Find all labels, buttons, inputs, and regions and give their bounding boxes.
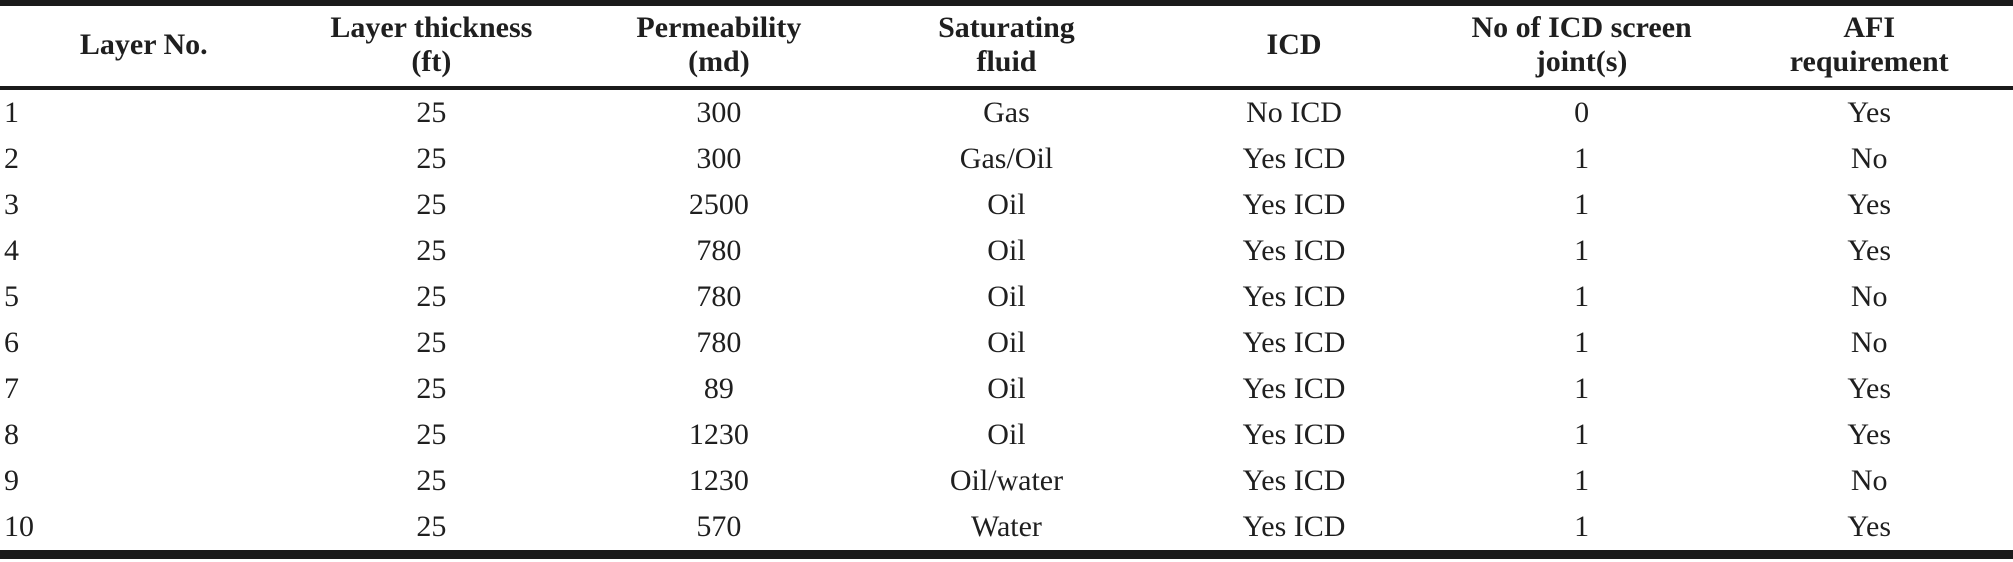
cell-icd: Yes ICD [1242, 142, 1346, 175]
cell-joints: 1 [1574, 464, 1590, 497]
col-header-permeability: Permeability (md) [575, 3, 863, 90]
cell-afi: Yes [1847, 510, 1892, 543]
cell-permeability: 780 [696, 280, 742, 313]
cell-icd: Yes ICD [1242, 188, 1346, 221]
cell-thickness: 25 [416, 372, 447, 405]
cell-thickness: 25 [416, 142, 447, 175]
cell-afi: No [1850, 280, 1888, 313]
cell-joints: 1 [1574, 188, 1590, 221]
cell-permeability: 300 [696, 96, 742, 129]
cell-fluid: Oil [987, 234, 1026, 267]
header-row: Layer No. Layer thickness (ft) Permeabil… [0, 3, 2013, 90]
cell-permeability: 570 [696, 510, 742, 543]
cell-icd: Yes ICD [1242, 280, 1346, 313]
cell-icd: Yes ICD [1242, 464, 1346, 497]
cell-layer-no: 5 [4, 280, 19, 313]
cell-layer-no: 6 [4, 326, 19, 359]
table-row: 7 25 89 Oil Yes ICD 1 Yes [0, 366, 2013, 412]
cell-icd: Yes ICD [1242, 326, 1346, 359]
cell-permeability: 300 [696, 142, 742, 175]
cell-joints: 0 [1574, 96, 1590, 129]
cell-fluid: Gas/Oil [959, 142, 1054, 175]
cell-thickness: 25 [416, 326, 447, 359]
cell-fluid: Oil [987, 372, 1026, 405]
table-row: 3 25 2500 Oil Yes ICD 1 Yes [0, 182, 2013, 228]
cell-thickness: 25 [416, 96, 447, 129]
cell-fluid: Oil [987, 188, 1026, 221]
cell-afi: No [1850, 464, 1888, 497]
cell-thickness: 25 [416, 188, 447, 221]
cell-joints: 1 [1574, 280, 1590, 313]
cell-thickness: 25 [416, 234, 447, 267]
cell-icd: Yes ICD [1242, 510, 1346, 543]
col-header-fluid: Saturating fluid [862, 3, 1151, 90]
cell-icd: No ICD [1246, 96, 1342, 129]
cell-fluid: Oil [987, 418, 1026, 451]
table-row: 1 25 300 Gas No ICD 0 Yes [0, 88, 2013, 136]
cell-layer-no: 10 [4, 510, 34, 543]
cell-icd: Yes ICD [1242, 418, 1346, 451]
cell-fluid: Oil [987, 280, 1026, 313]
cell-fluid: Water [971, 510, 1042, 543]
cell-thickness: 25 [416, 464, 447, 497]
table-row: 4 25 780 Oil Yes ICD 1 Yes [0, 228, 2013, 274]
table-row: 5 25 780 Oil Yes ICD 1 No [0, 274, 2013, 320]
cell-permeability: 2500 [688, 188, 749, 221]
cell-afi: Yes [1847, 372, 1892, 405]
cell-layer-no: 3 [4, 188, 19, 221]
col-header-afi: AFI requirement [1725, 3, 2013, 90]
cell-fluid: Oil/water [949, 464, 1064, 497]
col-header-joints: No of ICD screen joint(s) [1437, 3, 1726, 90]
cell-afi: Yes [1847, 96, 1892, 129]
cell-joints: 1 [1574, 326, 1590, 359]
col-header-icd: ICD [1150, 3, 1438, 90]
cell-joints: 1 [1574, 142, 1590, 175]
cell-afi: Yes [1847, 234, 1892, 267]
col-header-layer-no: Layer No. [0, 3, 288, 90]
cell-icd: Yes ICD [1242, 234, 1346, 267]
cell-permeability: 780 [696, 234, 742, 267]
cell-thickness: 25 [416, 280, 447, 313]
cell-icd: Yes ICD [1242, 372, 1346, 405]
table-row: 2 25 300 Gas/Oil Yes ICD 1 No [0, 136, 2013, 182]
cell-layer-no: 7 [4, 372, 19, 405]
cell-permeability: 1230 [688, 418, 749, 451]
cell-joints: 1 [1574, 234, 1590, 267]
cell-layer-no: 4 [4, 234, 19, 267]
cell-fluid: Gas [983, 96, 1030, 129]
cell-afi: No [1850, 142, 1888, 175]
table-header: Layer No. Layer thickness (ft) Permeabil… [0, 3, 2013, 90]
cell-layer-no: 8 [4, 418, 19, 451]
cell-joints: 1 [1574, 510, 1590, 543]
cell-joints: 1 [1574, 372, 1590, 405]
col-header-thickness: Layer thickness (ft) [287, 3, 576, 90]
cell-thickness: 25 [416, 510, 447, 543]
cell-thickness: 25 [416, 418, 447, 451]
cell-joints: 1 [1574, 418, 1590, 451]
table-row: 6 25 780 Oil Yes ICD 1 No [0, 320, 2013, 366]
cell-permeability: 1230 [688, 464, 749, 497]
cell-afi: No [1850, 326, 1888, 359]
cell-fluid: Oil [987, 326, 1026, 359]
cell-layer-no: 9 [4, 464, 19, 497]
cell-layer-no: 2 [4, 142, 19, 175]
cell-permeability: 780 [696, 326, 742, 359]
table-body: 1 25 300 Gas No ICD 0 Yes 2 25 300 Gas/O… [0, 88, 2013, 555]
table-row: 8 25 1230 Oil Yes ICD 1 Yes [0, 412, 2013, 458]
table-row: 10 25 570 Water Yes ICD 1 Yes [0, 504, 2013, 555]
cell-afi: Yes [1847, 418, 1892, 451]
table-row: 9 25 1230 Oil/water Yes ICD 1 No [0, 458, 2013, 504]
cell-layer-no: 1 [4, 96, 19, 129]
cell-permeability: 89 [703, 372, 734, 405]
cell-afi: Yes [1847, 188, 1892, 221]
